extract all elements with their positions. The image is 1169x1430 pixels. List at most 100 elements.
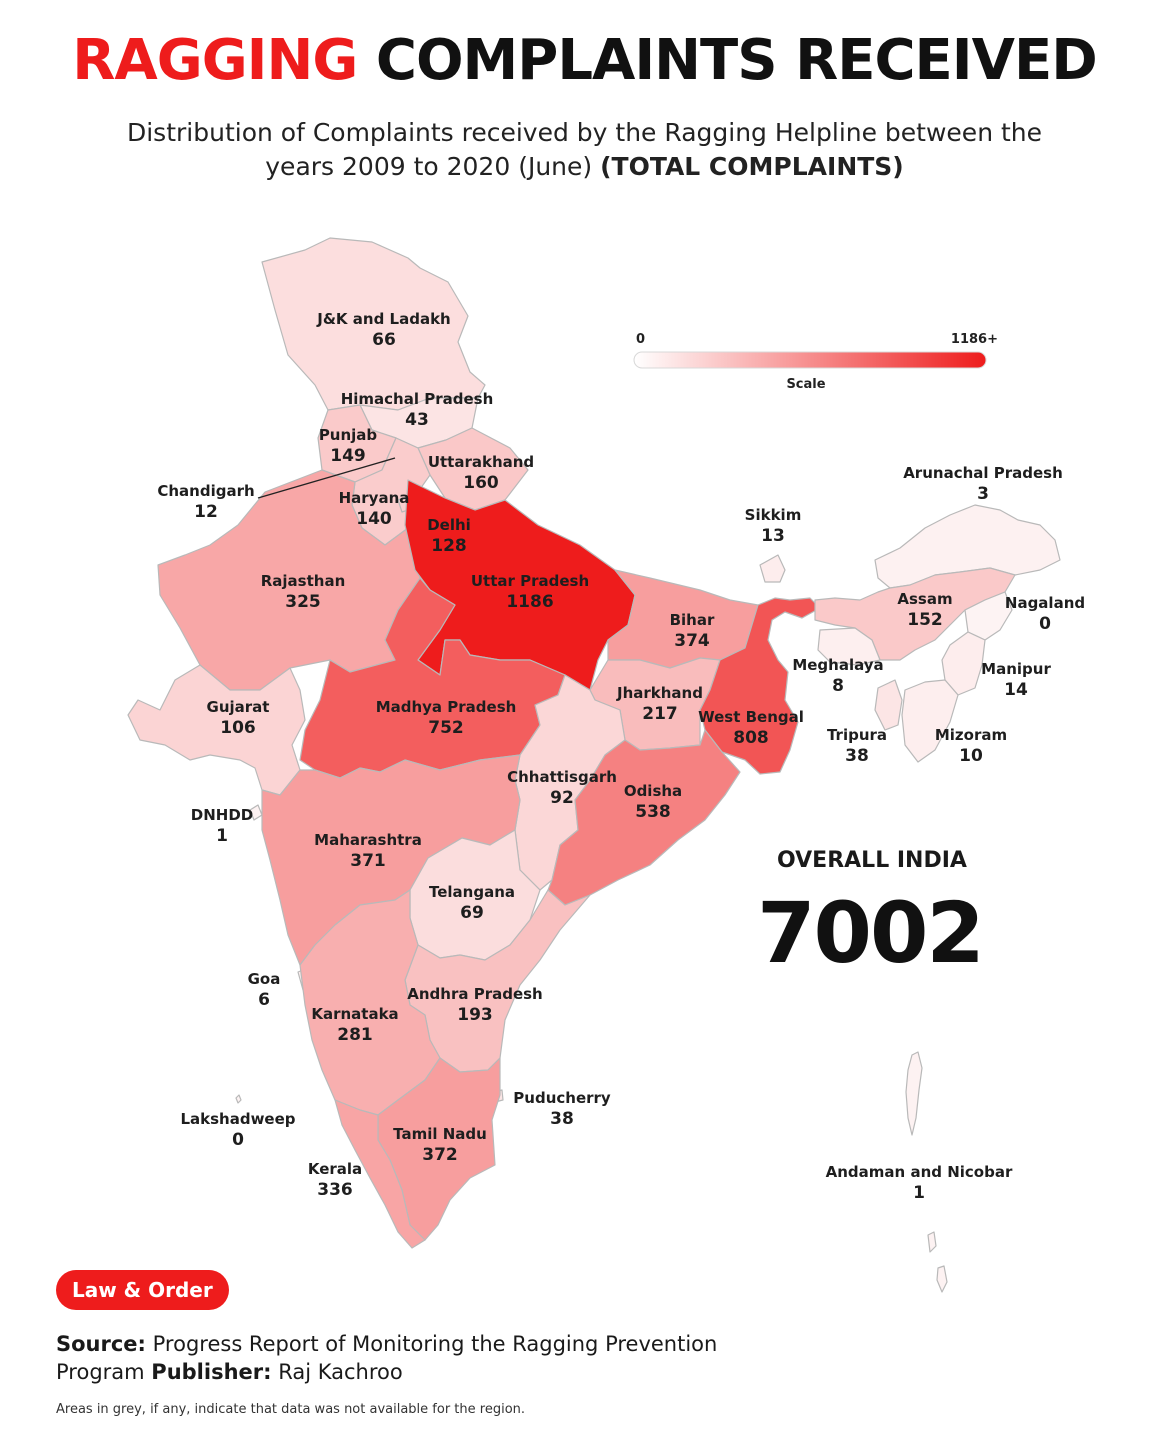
region-gujarat [127, 664, 306, 796]
region-value-chandigarh: 12 [194, 502, 218, 522]
region-value-punjab: 149 [330, 446, 366, 466]
region-sikkim [759, 554, 786, 583]
label-andaman-and-nicobar: Andaman and Nicobar 1 [826, 1163, 1013, 1203]
region-value-sikkim: 13 [761, 526, 785, 546]
region-jandk-and-ladakh [261, 237, 486, 411]
region-value-uttarakhand: 160 [463, 473, 499, 493]
source-label: Source: [56, 1332, 146, 1356]
region-nagaland [964, 591, 1013, 641]
label-himachal-pradesh: Himachal Pradesh 43 [341, 390, 494, 430]
label-bihar: Bihar 374 [670, 611, 715, 651]
label-uttar-pradesh: Uttar Pradesh 1186 [471, 572, 589, 612]
region-name-delhi: Delhi [427, 516, 471, 534]
region-name-nagaland: Nagaland [1005, 594, 1085, 612]
region-andaman-and-nicobar [927, 1231, 937, 1253]
region-value-west-bengal: 808 [733, 728, 769, 748]
label-jharkhand: Jharkhand 217 [616, 684, 703, 724]
region-value-andhra-pradesh: 193 [457, 1005, 493, 1025]
label-karnataka: Karnataka 281 [311, 1005, 398, 1045]
region-value-karnataka: 281 [337, 1025, 373, 1045]
region-value-odisha: 538 [635, 802, 671, 822]
subtitle: Distribution of Complaints received by t… [100, 116, 1069, 184]
region-value-telangana: 69 [460, 903, 484, 923]
label-odisha: Odisha 538 [624, 782, 682, 822]
region-name-west-bengal: West Bengal [698, 708, 804, 726]
label-tripura: Tripura 38 [827, 726, 887, 766]
scale-max-label: 1186+ [951, 332, 998, 347]
label-lakshadweep: Lakshadweep 0 [180, 1110, 295, 1150]
region-manipur [941, 631, 986, 696]
page-title: RAGGING COMPLAINTS RECEIVED [0, 28, 1169, 93]
region-value-assam: 152 [907, 610, 943, 630]
region-value-manipur: 14 [1004, 680, 1028, 700]
scale-min-label: 0 [636, 332, 645, 347]
scale-legend: 0 1186+ Scale [633, 332, 998, 392]
source-credit: Source: Progress Report of Monitoring th… [56, 1330, 776, 1386]
region-name-gujarat: Gujarat [207, 698, 270, 716]
region-value-maharashtra: 371 [350, 851, 386, 871]
label-puducherry: Puducherry 38 [513, 1089, 611, 1129]
label-gujarat: Gujarat 106 [207, 698, 270, 738]
label-chandigarh: Chandigarh 12 [157, 482, 254, 522]
region-name-maharashtra: Maharashtra [314, 831, 422, 849]
region-value-haryana: 140 [356, 509, 392, 529]
label-jandk-and-ladakh: J&K and Ladakh 66 [316, 310, 450, 350]
scale-bar [633, 351, 987, 369]
overall-label: OVERALL INDIA [777, 848, 967, 873]
region-value-meghalaya: 8 [832, 676, 844, 696]
region-name-jandk-and-ladakh: J&K and Ladakh [316, 310, 450, 328]
region-value-lakshadweep: 0 [232, 1130, 244, 1150]
region-name-rajasthan: Rajasthan [261, 572, 346, 590]
region-name-uttarakhand: Uttarakhand [428, 453, 534, 471]
category-badge: Law & Order [56, 1270, 229, 1310]
overall-value: 7002 [757, 884, 985, 982]
label-manipur: Manipur 14 [981, 660, 1051, 700]
region-value-madhya-pradesh: 752 [428, 718, 464, 738]
region-value-goa: 6 [258, 990, 270, 1010]
label-maharashtra: Maharashtra 371 [314, 831, 422, 871]
region-value-delhi: 128 [431, 536, 467, 556]
region-value-uttar-pradesh: 1186 [506, 592, 553, 612]
region-name-meghalaya: Meghalaya [792, 656, 883, 674]
region-name-lakshadweep: Lakshadweep [180, 1110, 295, 1128]
region-andaman-and-nicobar [936, 1265, 948, 1293]
region-karnataka [299, 889, 441, 1116]
label-telangana: Telangana 69 [429, 883, 515, 923]
region-value-himachal-pradesh: 43 [405, 410, 429, 430]
region-name-chhattisgarh: Chhattisgarh [507, 768, 617, 786]
publisher-text: Raj Kachroo [278, 1360, 403, 1384]
title-rest: COMPLAINTS RECEIVED [375, 28, 1098, 93]
region-name-chandigarh: Chandigarh [157, 482, 254, 500]
region-name-assam: Assam [897, 590, 952, 608]
label-delhi: Delhi 128 [427, 516, 471, 556]
label-punjab: Punjab 149 [319, 426, 378, 466]
subtitle-text: Distribution of Complaints received by t… [126, 118, 1043, 181]
region-value-mizoram: 10 [959, 746, 983, 766]
region-name-tamil-nadu: Tamil Nadu [393, 1125, 487, 1143]
region-name-haryana: Haryana [339, 489, 410, 507]
label-uttarakhand: Uttarakhand 160 [428, 453, 534, 493]
region-name-manipur: Manipur [981, 660, 1051, 678]
region-value-puducherry: 38 [550, 1109, 574, 1129]
title-highlight: RAGGING [72, 28, 358, 93]
region-name-andaman-and-nicobar: Andaman and Nicobar [826, 1163, 1013, 1181]
region-west-bengal [699, 597, 821, 775]
region-name-arunachal-pradesh: Arunachal Pradesh [903, 464, 1063, 482]
region-mizoram [901, 679, 959, 763]
label-chhattisgarh: Chhattisgarh 92 [507, 768, 617, 808]
region-andaman-and-nicobar [905, 1051, 923, 1136]
region-kerala [334, 1099, 426, 1249]
region-name-telangana: Telangana [429, 883, 515, 901]
label-sikkim: Sikkim 13 [745, 506, 802, 546]
region-name-punjab: Punjab [319, 426, 378, 444]
region-odisha [547, 729, 741, 906]
label-meghalaya: Meghalaya 8 [792, 656, 883, 696]
source-text: Progress Report of Monitoring the Raggin… [56, 1332, 718, 1384]
label-andhra-pradesh: Andhra Pradesh 193 [407, 985, 542, 1025]
region-name-bihar: Bihar [670, 611, 715, 629]
label-arunachal-pradesh: Arunachal Pradesh 3 [903, 464, 1063, 504]
region-name-andhra-pradesh: Andhra Pradesh [407, 985, 542, 1003]
region-value-nagaland: 0 [1039, 614, 1051, 634]
label-mizoram: Mizoram 10 [935, 726, 1007, 766]
publisher-label: Publisher: [151, 1360, 272, 1384]
